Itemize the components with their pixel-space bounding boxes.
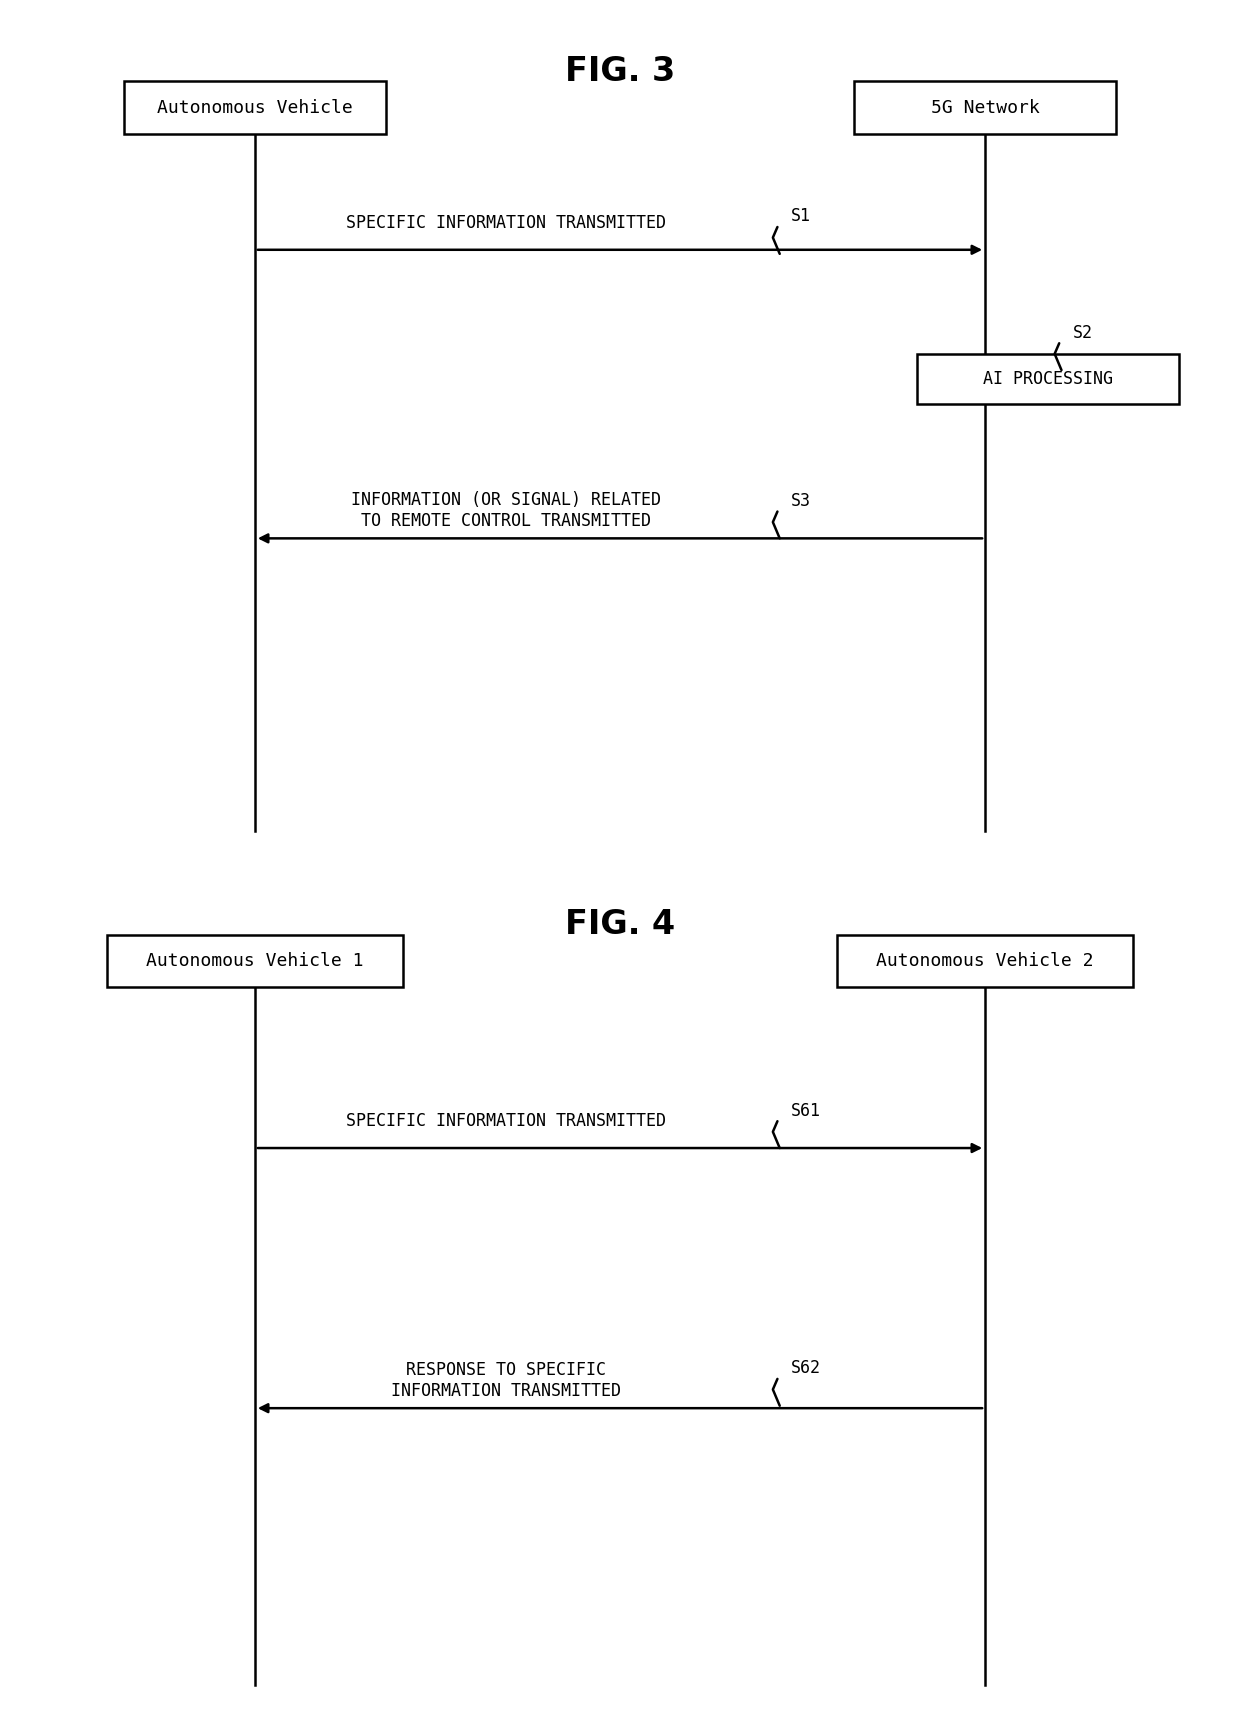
Text: FIG. 3: FIG. 3 (565, 55, 675, 88)
Text: S1: S1 (791, 208, 811, 225)
Text: Autonomous Vehicle: Autonomous Vehicle (157, 98, 353, 117)
Text: Autonomous Vehicle 1: Autonomous Vehicle 1 (146, 952, 363, 971)
Text: 5G Network: 5G Network (931, 98, 1039, 117)
Text: SPECIFIC INFORMATION TRANSMITTED: SPECIFIC INFORMATION TRANSMITTED (346, 1112, 666, 1130)
Text: Autonomous Vehicle 2: Autonomous Vehicle 2 (877, 952, 1094, 971)
Bar (107, 935, 403, 988)
Text: S2: S2 (1073, 323, 1092, 342)
Text: S62: S62 (791, 1359, 821, 1378)
Bar (837, 935, 1133, 988)
Bar (854, 81, 1116, 134)
Bar (124, 81, 386, 134)
Text: S61: S61 (791, 1101, 821, 1120)
Text: RESPONSE TO SPECIFIC
INFORMATION TRANSMITTED: RESPONSE TO SPECIFIC INFORMATION TRANSMI… (391, 1361, 621, 1400)
Text: AI PROCESSING: AI PROCESSING (983, 369, 1112, 388)
Bar (916, 354, 1179, 404)
Text: INFORMATION (OR SIGNAL) RELATED
TO REMOTE CONTROL TRANSMITTED: INFORMATION (OR SIGNAL) RELATED TO REMOT… (351, 491, 661, 531)
Text: FIG. 4: FIG. 4 (565, 909, 675, 941)
Text: SPECIFIC INFORMATION TRANSMITTED: SPECIFIC INFORMATION TRANSMITTED (346, 215, 666, 232)
Text: S3: S3 (791, 491, 811, 510)
